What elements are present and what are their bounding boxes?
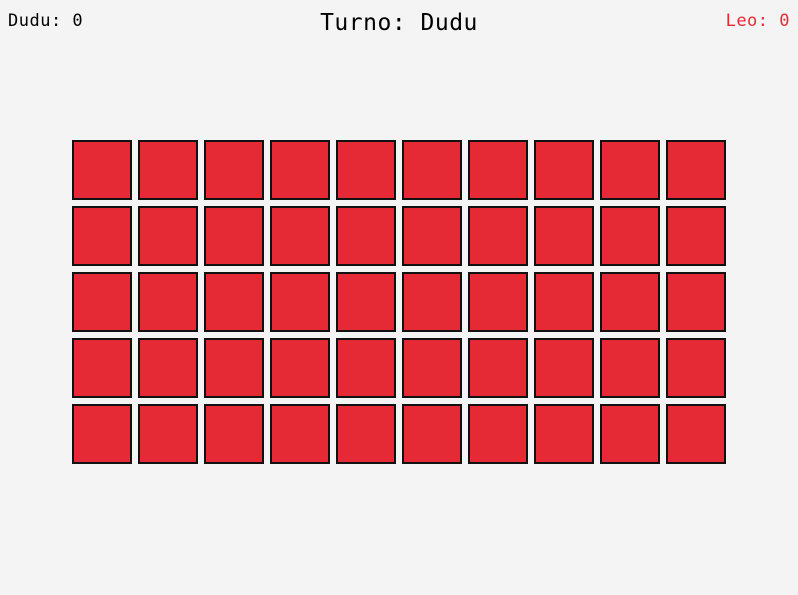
- card-face-down[interactable]: [534, 338, 594, 398]
- card-face-down[interactable]: [600, 272, 660, 332]
- card-face-down[interactable]: [270, 338, 330, 398]
- card-face-down[interactable]: [534, 272, 594, 332]
- card-face-down[interactable]: [336, 404, 396, 464]
- card-face-down[interactable]: [666, 206, 726, 266]
- card-face-down[interactable]: [138, 140, 198, 200]
- card-face-down[interactable]: [468, 338, 528, 398]
- card-face-down[interactable]: [534, 206, 594, 266]
- card-face-down[interactable]: [72, 338, 132, 398]
- card-board: [72, 140, 726, 464]
- card-face-down[interactable]: [336, 338, 396, 398]
- player-leo-score: Leo: 0: [725, 11, 790, 31]
- card-face-down[interactable]: [534, 140, 594, 200]
- card-face-down[interactable]: [270, 404, 330, 464]
- card-face-down[interactable]: [666, 272, 726, 332]
- card-face-down[interactable]: [204, 140, 264, 200]
- card-face-down[interactable]: [402, 206, 462, 266]
- card-face-down[interactable]: [666, 140, 726, 200]
- card-face-down[interactable]: [468, 404, 528, 464]
- card-face-down[interactable]: [138, 206, 198, 266]
- card-face-down[interactable]: [336, 140, 396, 200]
- card-face-down[interactable]: [72, 404, 132, 464]
- card-face-down[interactable]: [468, 140, 528, 200]
- card-face-down[interactable]: [270, 140, 330, 200]
- card-face-down[interactable]: [402, 272, 462, 332]
- player-dudu-score: Dudu: 0: [8, 11, 84, 31]
- card-face-down[interactable]: [204, 404, 264, 464]
- card-face-down[interactable]: [666, 404, 726, 464]
- card-face-down[interactable]: [600, 404, 660, 464]
- card-face-down[interactable]: [204, 338, 264, 398]
- card-face-down[interactable]: [138, 338, 198, 398]
- card-face-down[interactable]: [204, 206, 264, 266]
- card-face-down[interactable]: [138, 272, 198, 332]
- card-face-down[interactable]: [402, 338, 462, 398]
- card-face-down[interactable]: [600, 140, 660, 200]
- card-face-down[interactable]: [534, 404, 594, 464]
- card-face-down[interactable]: [468, 206, 528, 266]
- card-face-down[interactable]: [666, 338, 726, 398]
- card-face-down[interactable]: [336, 272, 396, 332]
- card-face-down[interactable]: [72, 140, 132, 200]
- card-face-down[interactable]: [138, 404, 198, 464]
- card-face-down[interactable]: [600, 206, 660, 266]
- card-face-down[interactable]: [402, 140, 462, 200]
- card-face-down[interactable]: [468, 272, 528, 332]
- card-face-down[interactable]: [402, 404, 462, 464]
- card-face-down[interactable]: [204, 272, 264, 332]
- card-face-down[interactable]: [600, 338, 660, 398]
- card-face-down[interactable]: [336, 206, 396, 266]
- card-face-down[interactable]: [270, 206, 330, 266]
- turn-indicator: Turno: Dudu: [320, 10, 478, 36]
- card-face-down[interactable]: [72, 272, 132, 332]
- card-face-down[interactable]: [270, 272, 330, 332]
- card-face-down[interactable]: [72, 206, 132, 266]
